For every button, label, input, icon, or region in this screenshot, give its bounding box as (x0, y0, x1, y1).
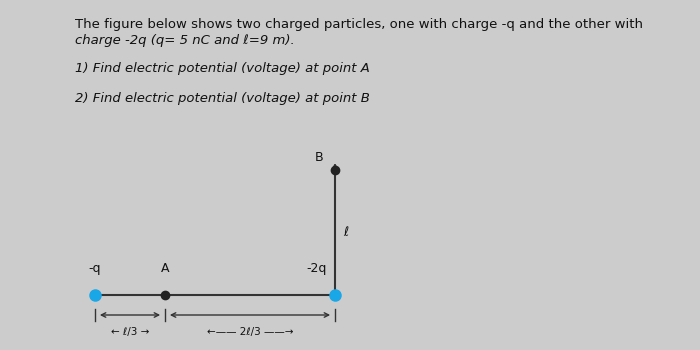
Text: The figure below shows two charged particles, one with charge -q and the other w: The figure below shows two charged parti… (75, 18, 643, 31)
Text: A: A (161, 262, 169, 275)
Text: -q: -q (89, 262, 102, 275)
Text: 1) Find electric potential (voltage) at point A: 1) Find electric potential (voltage) at … (75, 62, 370, 75)
Text: ℓ: ℓ (343, 226, 348, 239)
Text: charge -2q (q= 5 nC and ℓ=9 m).: charge -2q (q= 5 nC and ℓ=9 m). (75, 34, 295, 47)
Text: ←—— 2ℓ/3 ——→: ←—— 2ℓ/3 ——→ (206, 327, 293, 337)
Text: ← ℓ/3 →: ← ℓ/3 → (111, 327, 149, 337)
Text: 2) Find electric potential (voltage) at point B: 2) Find electric potential (voltage) at … (75, 92, 370, 105)
Text: B: B (314, 151, 323, 164)
Text: -2q: -2q (307, 262, 327, 275)
